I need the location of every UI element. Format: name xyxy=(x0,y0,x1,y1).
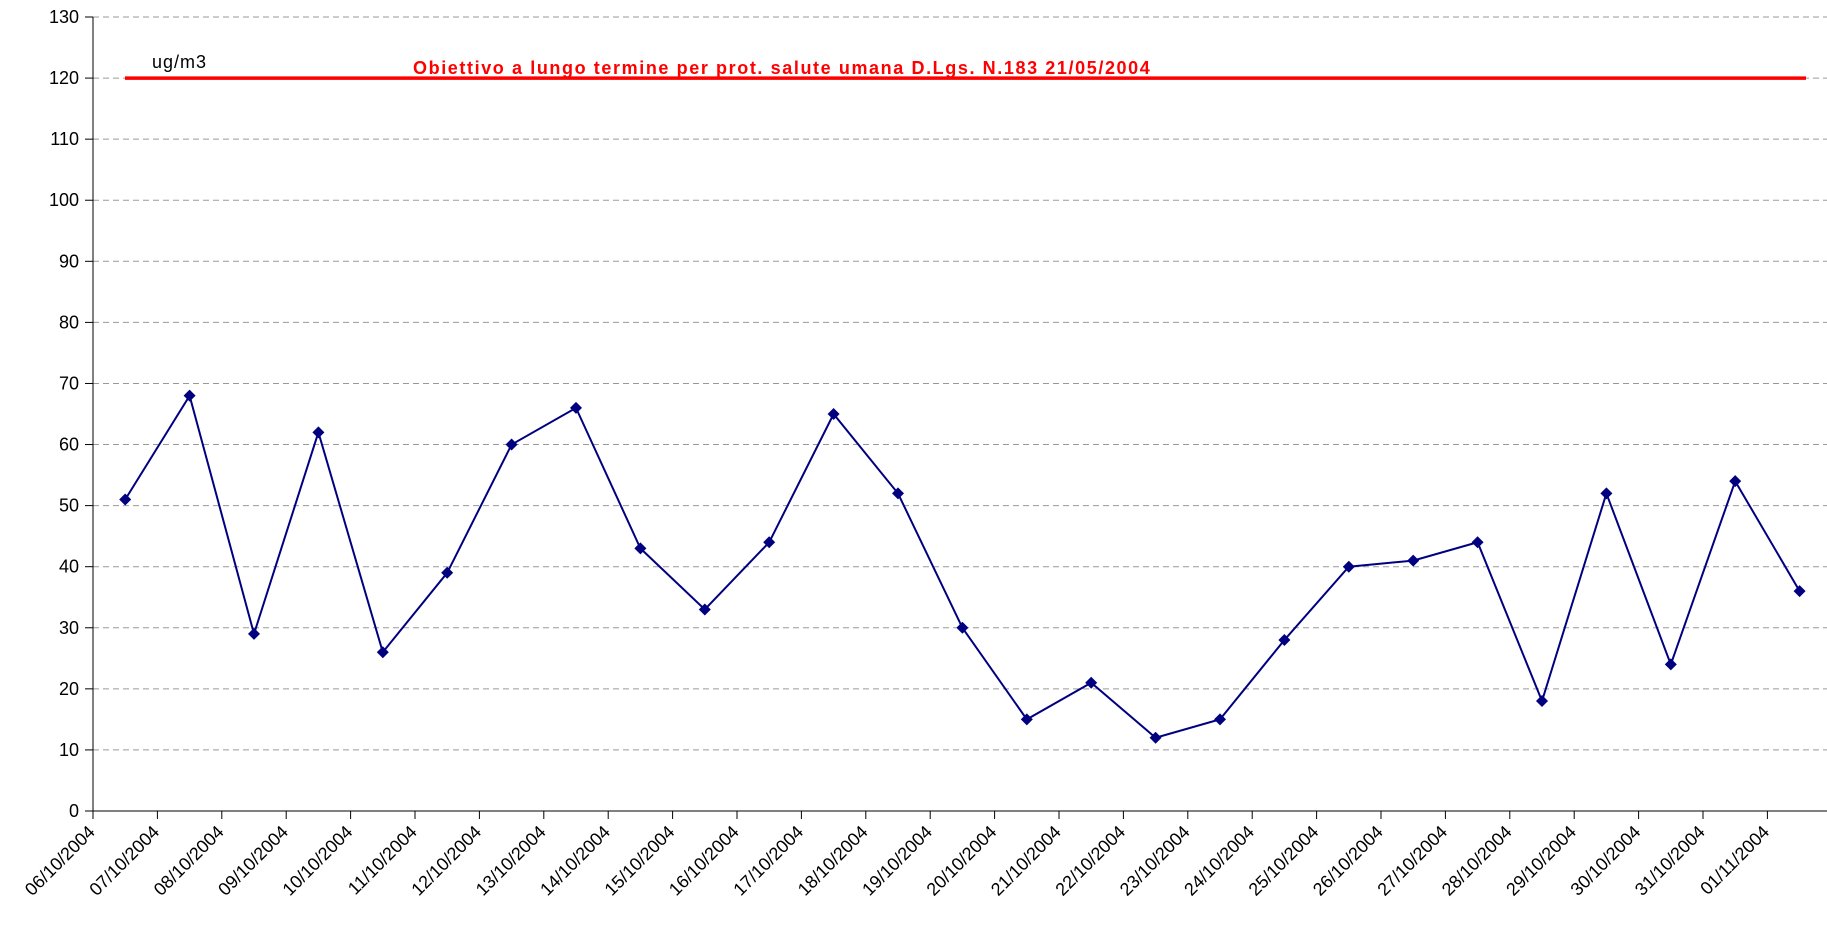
data-point xyxy=(570,401,582,414)
data-point xyxy=(1407,554,1420,567)
data-point xyxy=(312,426,325,439)
data-point xyxy=(441,566,454,579)
reference-line-label: Obiettivo a lungo termine per prot. salu… xyxy=(413,58,1151,78)
data-point xyxy=(1664,658,1677,671)
data-point xyxy=(1020,713,1033,726)
data-point xyxy=(376,646,389,659)
y-tick-label: 50 xyxy=(59,496,79,516)
data-point xyxy=(698,603,711,616)
data-point xyxy=(892,487,904,500)
y-tick-label: 0 xyxy=(69,801,79,821)
y-tick-label: 120 xyxy=(49,68,79,88)
data-point xyxy=(1536,695,1548,708)
x-tick-label: 01/11/2004 xyxy=(1696,822,1773,899)
axes: 010203040506070809010011012013006/10/200… xyxy=(21,7,1827,900)
y-tick-label: 60 xyxy=(59,435,79,455)
data-point xyxy=(763,536,776,549)
grid-lines xyxy=(93,16,1827,751)
data-point xyxy=(183,389,196,402)
data-series xyxy=(119,389,1806,744)
x-tick-label: 10/10/2004 xyxy=(279,822,357,900)
unit-label: ug/m3 xyxy=(152,52,207,72)
y-tick-label: 40 xyxy=(59,557,79,577)
data-point xyxy=(1085,676,1098,689)
y-tick-label: 30 xyxy=(59,618,79,638)
y-tick-label: 10 xyxy=(59,740,79,760)
y-tick-label: 90 xyxy=(59,251,79,271)
data-point xyxy=(827,408,840,420)
x-tick-label: 31/10/2004 xyxy=(1631,822,1709,900)
y-tick-label: 80 xyxy=(59,312,79,332)
data-point xyxy=(1793,585,1806,598)
data-point xyxy=(634,542,647,555)
data-point xyxy=(1149,731,1162,744)
data-point xyxy=(956,621,969,634)
data-point xyxy=(1600,487,1613,500)
data-point xyxy=(248,627,260,640)
y-tick-label: 100 xyxy=(49,190,79,210)
data-point xyxy=(1214,713,1226,726)
data-point xyxy=(1729,475,1742,488)
data-point xyxy=(505,438,518,451)
data-point xyxy=(1278,633,1291,646)
data-point xyxy=(119,493,132,506)
y-tick-label: 110 xyxy=(50,129,79,149)
y-tick-label: 20 xyxy=(59,679,79,699)
data-point xyxy=(1342,560,1355,573)
y-tick-label: 70 xyxy=(59,373,79,393)
data-point xyxy=(1471,536,1484,549)
y-tick-label: 130 xyxy=(49,7,79,27)
